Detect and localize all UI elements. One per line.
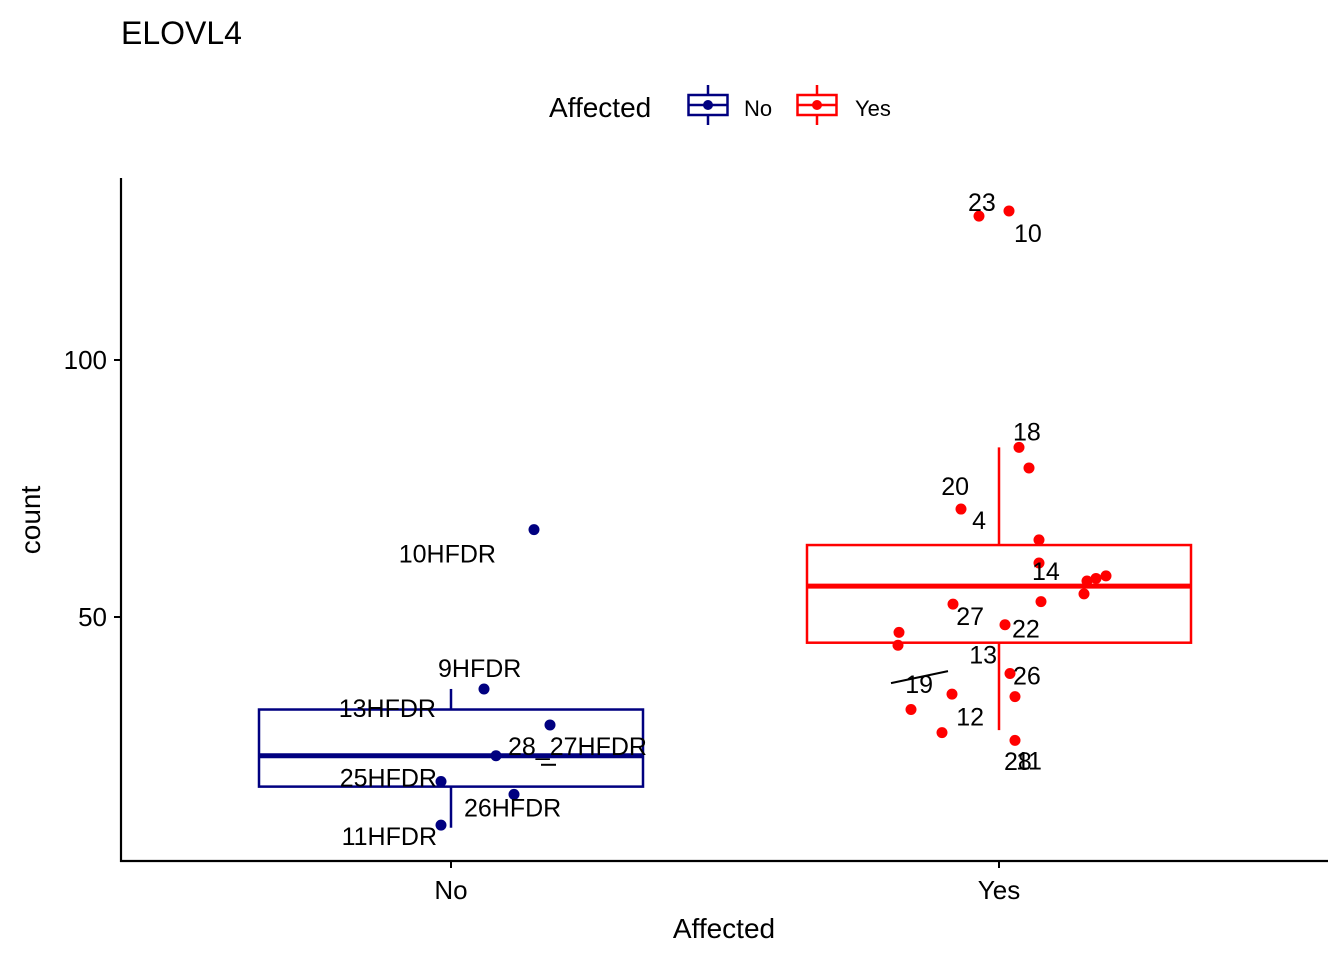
legend-title: Affected: [549, 92, 651, 123]
point-label: 4: [972, 507, 986, 535]
data-point: [1078, 588, 1090, 600]
data-point: [435, 775, 447, 787]
data-point: [1003, 205, 1015, 217]
point-label: 28: [1004, 748, 1032, 776]
data-point: [947, 598, 959, 610]
point-label: 19: [905, 671, 933, 699]
box-no: [257, 688, 645, 828]
data-point: [1013, 441, 1025, 453]
data-point: [478, 683, 490, 695]
data-point: [508, 788, 520, 800]
data-point: [1009, 691, 1021, 703]
chart-title: ELOVL4: [121, 15, 242, 51]
point-label: 26HFDR: [464, 794, 561, 822]
data-point: [893, 626, 905, 638]
boxes: [257, 447, 1193, 828]
box-yes: [805, 447, 1193, 731]
data-point: [1023, 462, 1035, 474]
point-label: 12: [956, 704, 984, 732]
y-tick-label: 50: [78, 602, 107, 632]
data-point: [1004, 668, 1016, 680]
x-tick-label: Yes: [978, 875, 1020, 905]
data-point: [946, 688, 958, 700]
legend-key-yes: [796, 85, 838, 125]
point-label: 25HFDR: [340, 764, 437, 792]
data-point: [999, 619, 1011, 631]
point-label: 18: [1013, 418, 1041, 446]
x-tick-label: No: [434, 875, 467, 905]
point-label: 10: [1014, 220, 1042, 248]
point-label: 11HFDR: [342, 823, 437, 851]
legend-key-no: [687, 85, 729, 125]
point-label: 14: [1032, 558, 1060, 586]
data-point: [936, 727, 948, 739]
point-label: 22: [1012, 616, 1040, 644]
data-point: [544, 719, 556, 731]
point-label: 27: [956, 603, 984, 631]
point-label: 28_27HFDR: [508, 733, 647, 761]
x-axis-title: Affected: [673, 913, 775, 944]
data-point: [973, 210, 985, 222]
iqr-box: [257, 708, 645, 788]
legend: Affected No Yes: [549, 85, 891, 125]
data-point: [1035, 596, 1047, 608]
iqr-box: [805, 543, 1193, 644]
data-points: [435, 205, 1112, 831]
data-point: [435, 819, 447, 831]
y-axis-title: count: [15, 486, 46, 555]
data-point: [490, 750, 502, 762]
label-leader-lines: [541, 670, 949, 766]
point-label: 9HFDR: [438, 655, 521, 683]
point-label: 10HFDR: [399, 541, 496, 569]
legend-label-yes: Yes: [855, 96, 891, 121]
data-point: [1090, 572, 1102, 584]
data-point: [1033, 534, 1045, 546]
data-point: [1009, 734, 1021, 746]
data-point: [1081, 575, 1093, 587]
point-label: 23: [968, 189, 996, 217]
point-label: 20: [941, 473, 969, 501]
data-point: [905, 704, 917, 716]
legend-label-no: No: [744, 96, 772, 121]
data-point: [1033, 557, 1045, 569]
data-point: [892, 639, 904, 651]
leader-line: [890, 670, 949, 685]
y-axis-ticks: 50 100: [64, 345, 121, 632]
point-label: 26: [1013, 663, 1041, 691]
y-tick-label: 100: [64, 345, 107, 375]
point-label: 11: [1016, 747, 1042, 775]
point-label: 13HFDR: [339, 695, 436, 723]
point-label: 13: [969, 642, 997, 670]
x-axis-ticks: No Yes: [434, 861, 1020, 905]
data-point: [528, 524, 540, 536]
data-point: [955, 503, 967, 515]
data-point: [1100, 570, 1112, 582]
